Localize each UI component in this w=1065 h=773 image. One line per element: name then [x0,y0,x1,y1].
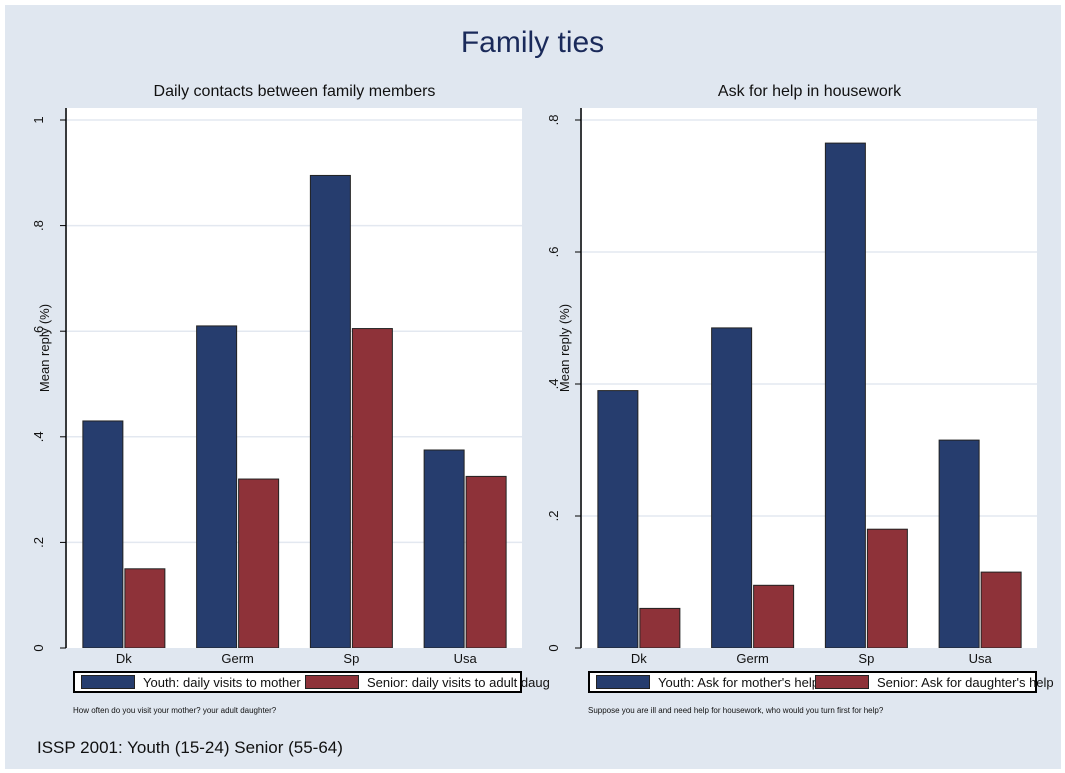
y-tick-label: .2 [31,537,46,548]
bar-youth-usa [423,449,465,649]
y-tick-label: .8 [31,220,46,231]
left-chart-svg [67,119,522,649]
y-tick-label: 1 [31,116,46,123]
figure-title: Family ties [460,26,605,59]
y-tick-label: 0 [31,644,46,651]
bar-senior-usa [980,571,1022,649]
y-axis-label: Mean reply (%) [557,304,572,392]
bar-youth-germ [711,327,753,649]
bar-senior-germ [753,584,795,649]
right-panel-title: Ask for help in housework [717,83,902,100]
left-plot-area [67,108,522,649]
right-x-axis: Dk Germ Sp Usa [631,651,993,666]
y-tick-label: .8 [546,115,561,126]
bar-senior-usa [465,475,507,649]
caption: ISSP 2001: Youth (15-24) Senior (55-64) [37,738,343,757]
bar-senior-dk [124,568,166,649]
y-tick-label: .6 [546,247,561,258]
x-tick-label: Usa [454,651,478,666]
legend-label: Senior: Ask for daughter's help [877,674,1054,690]
right-plot-area [582,108,1037,649]
right-legend: Youth: Ask for mother's help Senior: Ask… [588,671,1054,693]
right-note: Suppose you are ill and need help for ho… [588,706,884,715]
left-legend: Youth: daily visits to mother Senior: da… [73,671,550,693]
y-tick-label: .4 [31,431,46,442]
y-tick-label: .6 [31,326,46,337]
bar-senior-sp [866,528,908,649]
right-legend-youth: Youth: Ask for mother's help [596,673,819,691]
y-tick-label: 0 [546,644,561,651]
x-tick-label: Germ [736,651,769,666]
right-y-axis: 0 .2 .4 .6 .8 Mean reply (%) [546,108,582,652]
y-axis-label: Mean reply (%) [37,304,52,392]
bar-youth-dk [82,420,124,649]
x-tick-label: Dk [116,651,132,666]
legend-swatch-senior [305,675,359,689]
x-tick-label: Sp [858,651,874,666]
legend-label: Youth: daily visits to mother [143,674,301,690]
x-tick-label: Sp [343,651,359,666]
left-y-axis: 0 .2 .4 .6 .8 1 Mean reply (%) [31,108,67,652]
x-tick-label: Usa [969,651,993,666]
right-chart-svg [582,119,1037,649]
bar-youth-dk [597,390,639,649]
x-tick-label: Germ [221,651,254,666]
left-panel-title: Daily contacts between family members [153,83,436,100]
y-tick-label: .4 [546,379,561,390]
y-tick-label: .2 [546,511,561,522]
x-tick-label: Dk [631,651,647,666]
legend-swatch-senior [815,675,869,689]
left-legend-youth: Youth: daily visits to mother [81,673,301,691]
bar-youth-germ [196,325,238,649]
bar-senior-germ [238,478,280,649]
left-legend-senior: Senior: daily visits to adult daug [305,673,550,691]
bar-youth-usa [938,439,980,649]
left-note: How often do you visit your mother? your… [73,706,277,715]
legend-label: Senior: daily visits to adult daug [367,674,550,690]
right-legend-senior: Senior: Ask for daughter's help [815,673,1054,691]
bar-youth-sp [309,174,351,649]
legend-swatch-youth [81,675,135,689]
bar-senior-dk [639,607,681,649]
bar-senior-sp [351,328,393,649]
legend-label: Youth: Ask for mother's help [658,674,819,690]
legend-swatch-youth [596,675,650,689]
left-x-axis: Dk Germ Sp Usa [116,651,478,666]
bar-youth-sp [824,142,866,649]
